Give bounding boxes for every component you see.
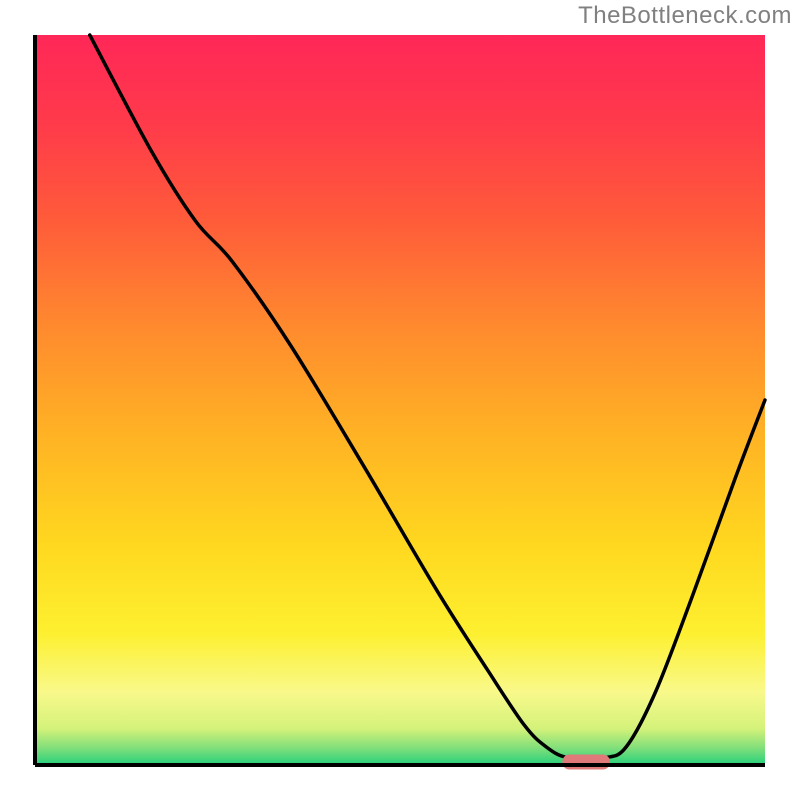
bottleneck-chart: [0, 0, 800, 800]
plot-gradient-background: [35, 35, 765, 765]
chart-container: TheBottleneck.com: [0, 0, 800, 800]
optimal-marker: [562, 755, 609, 770]
watermark-text: TheBottleneck.com: [578, 2, 792, 30]
